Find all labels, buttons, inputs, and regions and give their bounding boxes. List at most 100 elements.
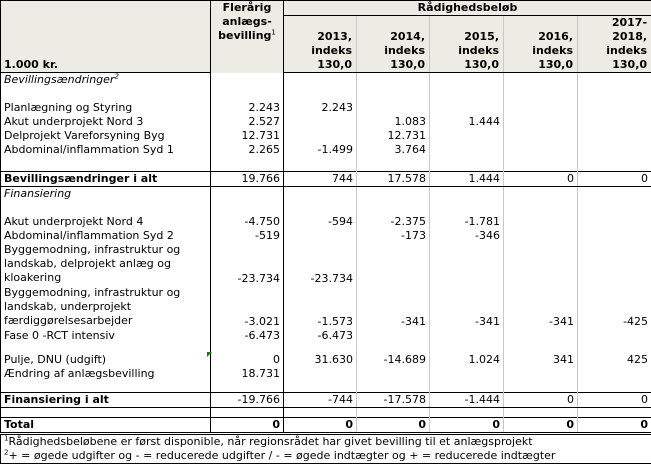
value-cell: -1.499 <box>284 143 357 157</box>
value-cell <box>357 329 430 343</box>
value-cell <box>430 101 504 115</box>
row-label: Byggemodning, infrastruktur og landskab,… <box>1 286 211 329</box>
value-cell <box>284 115 357 129</box>
value-cell: 1.444 <box>430 115 504 129</box>
value-cell: 0 <box>357 418 430 434</box>
value-cell: -341 <box>504 286 578 329</box>
value-cell: 18.731 <box>211 367 284 381</box>
row-label: Abdominal/inflammation Syd 1 <box>1 143 211 157</box>
finansiering-total: Finansiering i alt-19.766-744-17.578-1.4… <box>1 393 651 408</box>
value-cell: 0 <box>504 393 578 408</box>
value-cell: 0 <box>504 171 578 186</box>
value-cell: -19.766 <box>211 393 284 408</box>
row-label: Fase 0 -RCT intensiv <box>1 329 211 343</box>
value-cell: 0 <box>430 418 504 434</box>
header-row-2: 1.000 kr. 2013, indeks 130,0 2014, indek… <box>1 16 651 73</box>
value-cell <box>578 367 651 381</box>
value-cell: 0 <box>578 393 651 408</box>
value-cell <box>504 243 578 286</box>
value-cell <box>284 129 357 143</box>
year-header: 2015, indeks 130,0 <box>430 16 504 73</box>
footnote-text: + = øgede udgifter og - = reducerede udg… <box>8 449 555 462</box>
value-cell: -3.021 <box>211 286 284 329</box>
value-cell <box>284 367 357 381</box>
value-cell <box>578 143 651 157</box>
value-cell: -1.444 <box>430 393 504 408</box>
value-cell <box>430 329 504 343</box>
footnote-row: 2+ = øgede udgifter og - = reducerede ud… <box>1 449 651 464</box>
value-cell: -1.781 <box>430 215 504 229</box>
value-cell: 0 <box>284 418 357 434</box>
footnote-2: 2+ = øgede udgifter og - = reducerede ud… <box>1 449 651 464</box>
value-cell: 0 <box>211 418 284 434</box>
section-sup: 2 <box>114 73 118 81</box>
value-cell: 0 <box>578 171 651 186</box>
section-title-finansiering: Finansiering <box>1 186 211 201</box>
section-row: Bevillingsændringer2 <box>1 73 651 88</box>
value-cell: 31.630 <box>284 343 357 367</box>
year-header: 2017-2018, indeks 130,0 <box>578 16 651 73</box>
value-cell <box>578 243 651 286</box>
finansiering-row: Byggemodning, infrastruktur og landskab,… <box>1 243 651 286</box>
row-label: Planlægning og Styring <box>1 101 211 115</box>
value-cell <box>504 215 578 229</box>
footnote-text: Rådighedsbeløbene er først disponible, n… <box>8 435 532 448</box>
section-title-bevillings: Bevillingsændringer2 <box>1 73 211 88</box>
value-cell: 3.764 <box>357 143 430 157</box>
value-cell: -23.734 <box>284 243 357 286</box>
flerarig-sup: 1 <box>271 28 275 36</box>
footnote-row: 1Rådighedsbeløbene er først disponible, … <box>1 434 651 450</box>
value-cell: 12.731 <box>211 129 284 143</box>
value-cell: 2.527 <box>211 115 284 129</box>
value-cell: 0 <box>578 418 651 434</box>
row-label: Bevillingsændringer i alt <box>1 171 211 186</box>
value-cell: -346 <box>430 229 504 243</box>
section-label: Bevillingsændringer <box>4 73 114 86</box>
header-row-1: Flerårig anlægs-bevilling1 Rådighedsbelø… <box>1 1 651 16</box>
value-cell: -744 <box>284 393 357 408</box>
value-cell <box>578 129 651 143</box>
unit-header-cell <box>1 1 211 16</box>
value-cell <box>430 143 504 157</box>
value-cell <box>578 101 651 115</box>
group-header: Rådighedsbeløb <box>284 1 651 16</box>
row-label: Abdominal/inflammation Syd 2 <box>1 229 211 243</box>
value-cell <box>430 129 504 143</box>
value-cell: -23.734 <box>211 243 284 286</box>
value-cell: 19.766 <box>211 171 284 186</box>
value-cell <box>357 367 430 381</box>
value-cell: 12.731 <box>357 129 430 143</box>
row-label: Total <box>1 418 211 434</box>
value-cell: 1.024 <box>430 343 504 367</box>
flerarig-label: Flerårig anlægs-bevilling <box>218 1 272 42</box>
value-cell <box>504 229 578 243</box>
value-cell: -4.750 <box>211 215 284 229</box>
value-cell: -2.375 <box>357 215 430 229</box>
value-cell: -6.473 <box>211 329 284 343</box>
value-cell <box>284 229 357 243</box>
value-cell <box>504 101 578 115</box>
section-row: Finansiering <box>1 186 651 201</box>
footnote-1: 1Rådighedsbeløbene er først disponible, … <box>1 434 651 450</box>
value-cell: -425 <box>578 286 651 329</box>
year-header: 2016, indeks 130,0 <box>504 16 578 73</box>
value-cell <box>357 243 430 286</box>
value-cell: 341 <box>504 343 578 367</box>
value-cell: 425 <box>578 343 651 367</box>
value-cell: 1.444 <box>430 171 504 186</box>
value-cell <box>357 101 430 115</box>
value-cell: -6.473 <box>284 329 357 343</box>
value-cell: -14.689 <box>357 343 430 367</box>
year-header: 2013, indeks 130,0 <box>284 16 357 73</box>
value-cell: -1.573 <box>284 286 357 329</box>
value-cell <box>430 367 504 381</box>
finansiering-total-row: Finansiering i alt-19.766-744-17.578-1.4… <box>1 393 651 408</box>
